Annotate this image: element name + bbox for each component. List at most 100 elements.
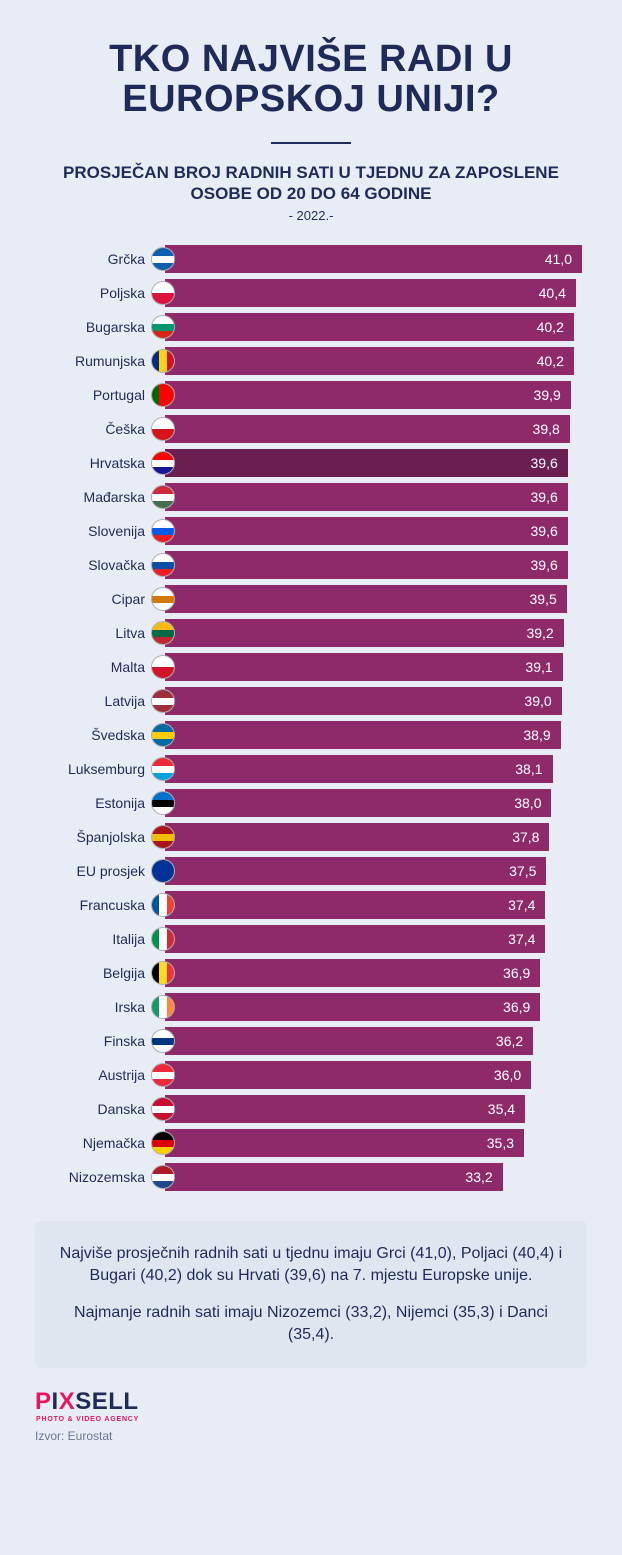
country-label: Poljska [40,285,151,301]
chart-row: Hrvatska 39,6 [40,447,582,479]
infographic: TKO NAJVIŠE RADI U EUROPSKOJ UNIJI? PROS… [0,0,622,1463]
bar-value: 39,6 [531,489,558,505]
bar-chart: Grčka41,0Poljska40,4Bugarska40,2Rumunjsk… [35,243,587,1193]
bar: 39,2 [165,619,564,647]
bar: 37,8 [165,823,549,851]
footer: PIXSELL PHOTO & VIDEO AGENCY Izvor: Euro… [35,1388,587,1443]
country-label: Finska [40,1033,151,1049]
chart-row: Estonija 38,0 [40,787,582,819]
bar-wrap: 37,5 [165,857,582,885]
chart-row: Bugarska 40,2 [40,311,582,343]
chart-row: EU prosjek37,5 [40,855,582,887]
country-label: Austrija [40,1067,151,1083]
country-label: Luksemburg [40,761,151,777]
bar: 39,6 [165,517,568,545]
chart-row: Poljska40,4 [40,277,582,309]
summary-p1: Najviše prosječnih radnih sati u tjednu … [53,1243,569,1286]
bar: 41,0 [165,245,582,273]
bar-value: 39,6 [531,455,558,471]
bar-wrap: 36,0 [165,1061,582,1089]
bar-value: 40,2 [537,319,564,335]
bar: 36,0 [165,1061,531,1089]
bar-wrap: 40,2 [165,347,582,375]
bar: 36,9 [165,959,540,987]
bar-value: 33,2 [465,1169,492,1185]
bar-wrap: 35,3 [165,1129,582,1157]
country-label: Portugal [40,387,151,403]
country-label: Italija [40,931,151,947]
bar-value: 38,1 [515,761,542,777]
country-label: Češka [40,421,151,437]
country-label: Nizozemska [40,1169,151,1185]
bar-value: 37,4 [508,931,535,947]
bar-wrap: 38,0 [165,789,582,817]
logo-text: PIXSELL [35,1388,139,1416]
chart-row: Cipar 39,5 [40,583,582,615]
bar-wrap: 36,2 [165,1027,582,1055]
bar-wrap: 37,4 [165,925,582,953]
country-label: Njemačka [40,1135,151,1151]
chart-row: Mađarska 39,6 [40,481,582,513]
country-label: Estonija [40,795,151,811]
bar-value: 39,6 [531,557,558,573]
bar-wrap: 39,6 [165,483,582,511]
bar-wrap: 33,2 [165,1163,582,1191]
country-label: Švedska [40,727,151,743]
chart-row: Irska36,9 [40,991,582,1023]
chart-row: Češka 39,8 [40,413,582,445]
chart-row: Belgija36,9 [40,957,582,989]
bar-value: 39,5 [529,591,556,607]
bar: 37,4 [165,925,545,953]
country-label: Hrvatska [40,455,151,471]
country-label: Litva [40,625,151,641]
bar-wrap: 39,6 [165,551,582,579]
country-label: Slovačka [40,557,151,573]
bar-wrap: 38,9 [165,721,582,749]
bar-wrap: 39,6 [165,449,582,477]
bar-wrap: 36,9 [165,993,582,1021]
bar-value: 36,9 [503,965,530,981]
chart-row: Švedska 38,9 [40,719,582,751]
bar-value: 37,8 [512,829,539,845]
logo: PIXSELL [35,1388,587,1416]
chart-row: Grčka41,0 [40,243,582,275]
summary-p2: Najmanje radnih sati imaju Nizozemci (33… [53,1302,569,1345]
country-label: Mađarska [40,489,151,505]
bar-value: 37,4 [508,897,535,913]
bar-wrap: 39,9 [165,381,582,409]
bar-value: 35,4 [488,1101,515,1117]
country-label: Slovenija [40,523,151,539]
bar-value: 38,0 [514,795,541,811]
bar-value: 40,2 [537,353,564,369]
bar-wrap: 35,4 [165,1095,582,1123]
country-label: Francuska [40,897,151,913]
bar-wrap: 36,9 [165,959,582,987]
country-label: Cipar [40,591,151,607]
bar-value: 39,2 [526,625,553,641]
bar-value: 39,1 [525,659,552,675]
bar-value: 35,3 [487,1135,514,1151]
bar: 36,9 [165,993,540,1021]
source-label: Izvor: Eurostat [35,1429,587,1443]
bar-value: 41,0 [545,251,572,267]
bar-wrap: 41,0 [165,245,582,273]
bar: 39,5 [165,585,567,613]
bar-wrap: 38,1 [165,755,582,783]
bar-value: 36,9 [503,999,530,1015]
bar: 35,3 [165,1129,524,1157]
divider [271,142,351,144]
bar: 39,1 [165,653,563,681]
country-label: Bugarska [40,319,151,335]
chart-row: Slovačka 39,6 [40,549,582,581]
bar-value: 36,0 [494,1067,521,1083]
bar-value: 39,9 [534,387,561,403]
chart-row: Italija 37,4 [40,923,582,955]
subtitle: PROSJEČAN BROJ RADNIH SATI U TJEDNU ZA Z… [35,162,587,205]
main-title: TKO NAJVIŠE RADI U EUROPSKOJ UNIJI? [35,40,587,120]
bar-wrap: 37,4 [165,891,582,919]
bar-wrap: 39,8 [165,415,582,443]
bar-wrap: 39,2 [165,619,582,647]
bar: 38,9 [165,721,561,749]
bar-value: 38,9 [523,727,550,743]
bar: 33,2 [165,1163,503,1191]
